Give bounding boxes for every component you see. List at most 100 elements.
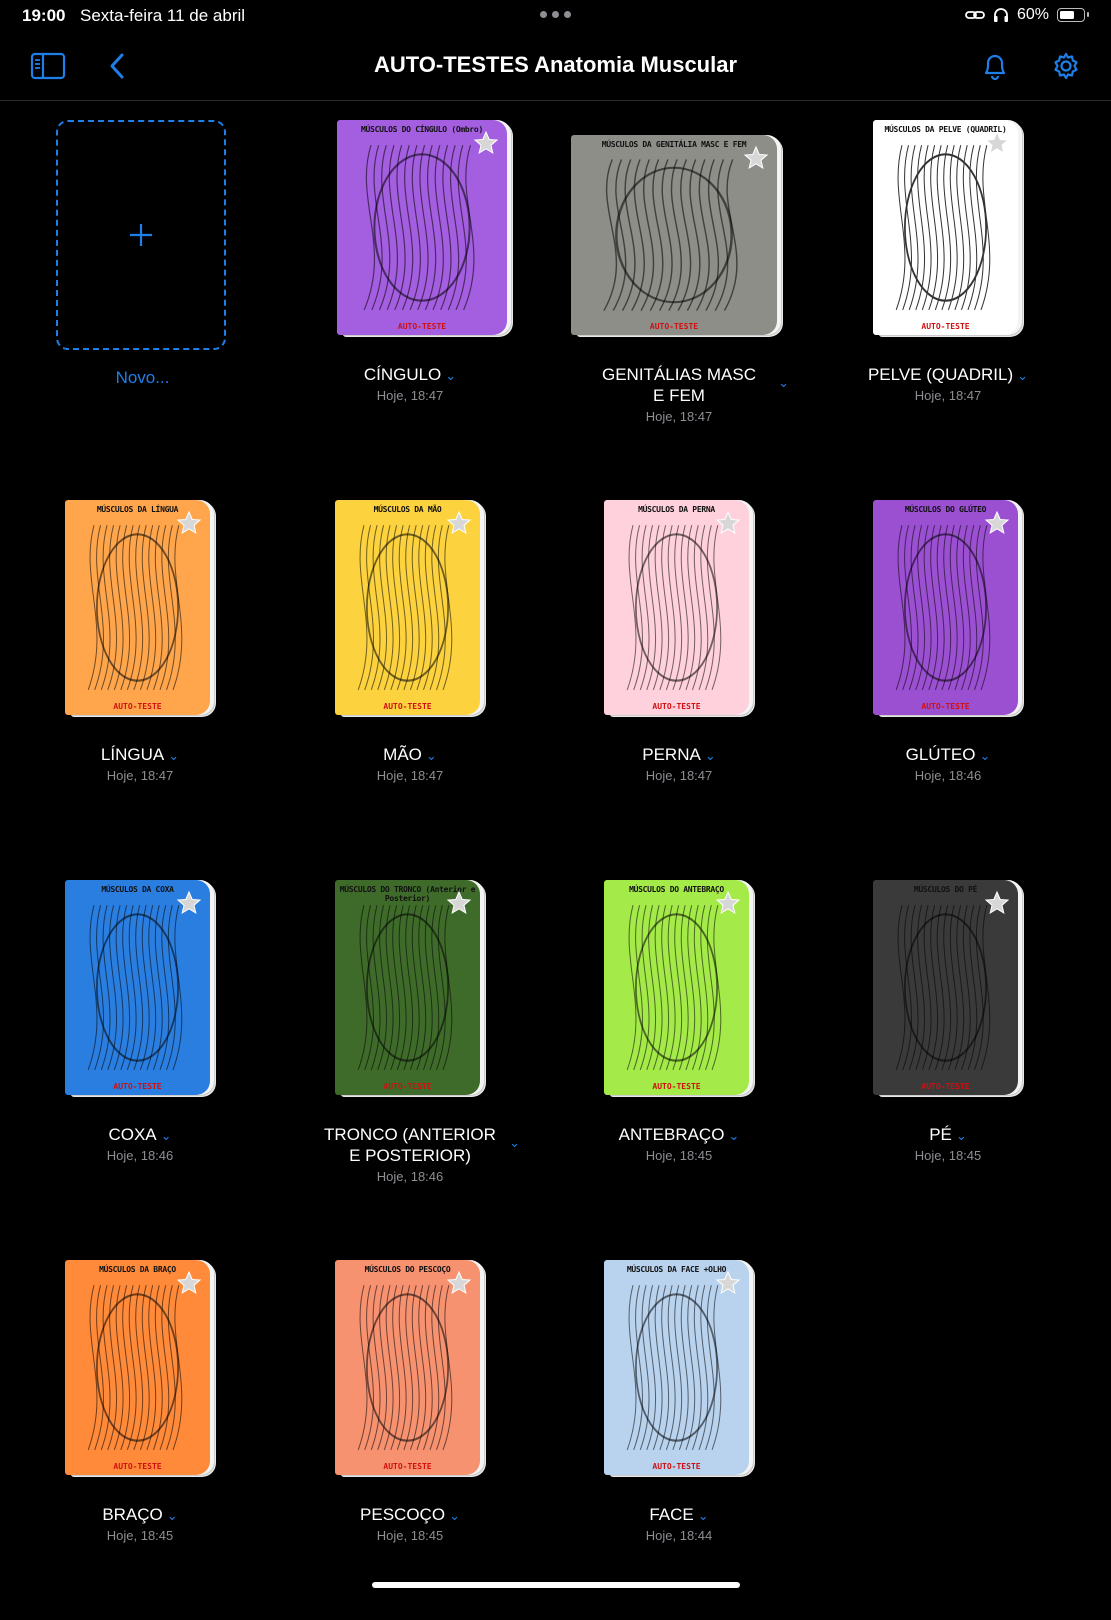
sidebar-toggle-button[interactable]	[28, 48, 68, 84]
notebook-item[interactable]: MÚSCULOS DO PESCOÇO AUTO-TESTE PESCOÇO ⌄ Hoj…	[280, 1240, 540, 1620]
notebook-title[interactable]: CÍNGULO ⌄	[280, 364, 540, 386]
notebook-cover[interactable]: MÚSCULOS DO PÉ AUTO-TESTE	[873, 880, 1018, 1095]
notebook-title[interactable]: PELVE (QUADRIL) ⌄	[818, 364, 1078, 386]
favorite-star-icon[interactable]	[715, 890, 741, 916]
notebook-cover[interactable]: MÚSCULOS DA COXA AUTO-TESTE	[65, 880, 210, 1095]
notebook-title-line: ANTEBRAÇO ⌄	[618, 1125, 740, 1144]
cover-title: MÚSCULOS DA PELVE (QUADRIL)	[884, 125, 1007, 134]
notebook-cover[interactable]: MÚSCULOS DO PESCOÇO AUTO-TESTE	[335, 1260, 480, 1475]
notebook-cover[interactable]: MÚSCULOS DO ANTEBRAÇO AUTO-TESTE	[604, 880, 749, 1095]
notebook-title-line: TRONCO (ANTERIOR	[324, 1125, 496, 1144]
notebook-cover[interactable]: MÚSCULOS DA FACE +OLHO AUTO-TESTE	[604, 1260, 749, 1475]
notebook-title[interactable]: PERNA ⌄	[549, 744, 809, 766]
cover-title: MÚSCULOS DA PERNA	[638, 505, 715, 514]
favorite-star-icon[interactable]	[715, 1270, 741, 1296]
notebook-cover[interactable]: MÚSCULOS DA MÃO AUTO-TESTE	[335, 500, 480, 715]
chevron-down-icon[interactable]: ⌄	[509, 1135, 520, 1150]
cover-title: MÚSCULOS DA COXA	[101, 885, 174, 894]
notebook-cover[interactable]: MÚSCULOS DO GLÚTEO AUTO-TESTE	[873, 500, 1018, 715]
notebook-item[interactable]: MÚSCULOS DA FACE +OLHO AUTO-TESTE FACE ⌄ Hoj…	[549, 1240, 809, 1620]
notebook-item[interactable]: MÚSCULOS DO PÉ AUTO-TESTE PÉ ⌄ Hoje, 18:45	[818, 860, 1078, 1240]
favorite-star-icon[interactable]	[176, 1270, 202, 1296]
chevron-down-icon[interactable]: ⌄	[979, 748, 991, 763]
chevron-down-icon[interactable]: ⌄	[728, 1128, 740, 1143]
notebook-cover[interactable]: MÚSCULOS DO CÍNGULO (Ombro) AUTO-TESTE	[337, 120, 507, 335]
multitasking-dots-icon[interactable]	[540, 11, 571, 18]
cover-footer: AUTO-TESTE	[652, 702, 701, 711]
notebook-item[interactable]: MÚSCULOS DO ANTEBRAÇO AUTO-TESTE ANTEBRAÇO…	[549, 860, 809, 1240]
notebook-cover[interactable]: MÚSCULOS DA BRAÇO AUTO-TESTE	[65, 1260, 210, 1475]
favorite-star-icon[interactable]	[984, 510, 1010, 536]
notebook-date: Hoje, 18:47	[645, 409, 713, 424]
new-notebook-button[interactable]	[56, 120, 226, 350]
notebook-item[interactable]: MÚSCULOS DO TRONCO (Anterior e Posterior…	[280, 860, 540, 1240]
navigation-bar: AUTO-TESTES Anatomia Muscular	[0, 34, 1111, 101]
notebook-cover[interactable]: MÚSCULOS DO TRONCO (Anterior e Posterior…	[335, 880, 480, 1095]
status-time: 19:00	[22, 6, 66, 25]
notebook-cover[interactable]: MÚSCULOS DA PELVE (QUADRIL) AUTO-TESTE	[873, 120, 1018, 335]
chevron-down-icon[interactable]: ⌄	[778, 375, 789, 390]
notebook-item[interactable]: MÚSCULOS DA PERNA AUTO-TESTE PERNA ⌄ Hoje, 1…	[549, 480, 809, 860]
home-indicator[interactable]	[372, 1582, 740, 1588]
notebook-title-line: FACE ⌄	[649, 1505, 709, 1524]
notebook-item[interactable]: MÚSCULOS DA PELVE (QUADRIL) AUTO-TESTE PEL…	[818, 100, 1078, 480]
chevron-down-icon[interactable]: ⌄	[168, 748, 180, 763]
favorite-star-icon[interactable]	[446, 510, 472, 536]
new-notebook-label[interactable]: Novo...	[115, 368, 170, 387]
notebook-item[interactable]: MÚSCULOS DA COXA AUTO-TESTE COXA ⌄ Hoje, 18:…	[10, 860, 270, 1240]
cover-illustration	[335, 896, 480, 1079]
favorite-star-icon[interactable]	[715, 510, 741, 536]
notebook-item[interactable]: MÚSCULOS DO CÍNGULO (Ombro) AUTO-TESTE CÍN…	[280, 100, 540, 480]
notebook-title[interactable]: COXA ⌄	[10, 1124, 270, 1146]
settings-button[interactable]	[1046, 48, 1086, 84]
favorite-star-icon[interactable]	[446, 1270, 472, 1296]
favorite-star-icon[interactable]	[984, 890, 1010, 916]
cover-footer: AUTO-TESTE	[383, 702, 432, 711]
cover-footer: AUTO-TESTE	[397, 322, 447, 331]
chevron-down-icon[interactable]: ⌄	[425, 748, 437, 763]
cover-illustration	[337, 136, 507, 319]
chevron-down-icon[interactable]: ⌄	[160, 1128, 172, 1143]
status-bar: 19:00 Sexta-feira 11 de abril 60%	[0, 0, 1111, 34]
notebook-title[interactable]: FACE ⌄	[549, 1504, 809, 1526]
chevron-down-icon[interactable]: ⌄	[445, 368, 457, 383]
notebook-cover[interactable]: MÚSCULOS DA GENITÁLIA MASC E FEM AUTO-TES…	[571, 135, 777, 335]
notebook-title[interactable]: ANTEBRAÇO ⌄	[549, 1124, 809, 1146]
notebook-title[interactable]: PESCOÇO ⌄	[280, 1504, 540, 1526]
cover-illustration	[65, 896, 210, 1079]
chevron-down-icon[interactable]: ⌄	[449, 1508, 460, 1523]
notebook-title[interactable]: GENITÁLIAS MASC E FEM ⌄	[549, 364, 809, 406]
notebook-title-line: PERNA ⌄	[642, 745, 716, 764]
notebook-item[interactable]: MÚSCULOS DA GENITÁLIA MASC E FEM AUTO-TES…	[549, 100, 809, 480]
notebook-cover[interactable]: MÚSCULOS DA PERNA AUTO-TESTE	[604, 500, 749, 715]
notebook-item[interactable]: MÚSCULOS DA BRAÇO AUTO-TESTE BRAÇO ⌄ Hoje, 1…	[10, 1240, 270, 1620]
cover-footer: AUTO-TESTE	[383, 1082, 432, 1091]
chevron-down-icon[interactable]: ⌄	[955, 1128, 967, 1143]
notebook-title[interactable]: LÍNGUA ⌄	[10, 744, 270, 766]
favorite-star-icon[interactable]	[473, 130, 499, 156]
back-button[interactable]	[97, 48, 137, 84]
notebook-title[interactable]: BRAÇO ⌄	[10, 1504, 270, 1526]
chevron-down-icon[interactable]: ⌄	[697, 1508, 709, 1523]
favorite-star-icon[interactable]	[446, 890, 472, 916]
notebook-item[interactable]: MÚSCULOS DA MÃO AUTO-TESTE MÃO ⌄ Hoje, 18:47	[280, 480, 540, 860]
chevron-left-icon	[110, 53, 124, 79]
favorite-star-icon[interactable]	[984, 130, 1010, 156]
cover-title: MÚSCULOS DA BRAÇO	[99, 1265, 176, 1274]
favorite-star-icon[interactable]	[743, 145, 769, 171]
chevron-down-icon[interactable]: ⌄	[166, 1508, 178, 1523]
chevron-down-icon[interactable]: ⌄	[704, 748, 716, 763]
notebook-title[interactable]: GLÚTEO ⌄	[818, 744, 1078, 766]
notebook-date: Hoje, 18:45	[376, 1528, 444, 1543]
favorite-star-icon[interactable]	[176, 890, 202, 916]
notebook-title[interactable]: TRONCO (ANTERIOR E POSTERIOR) ⌄	[280, 1124, 540, 1166]
chevron-down-icon[interactable]: ⌄	[1017, 368, 1029, 383]
notifications-button[interactable]	[975, 48, 1015, 84]
favorite-star-icon[interactable]	[176, 510, 202, 536]
notebook-cover[interactable]: MÚSCULOS DA LÍNGUA AUTO-TESTE	[65, 500, 210, 715]
cover-illustration	[335, 516, 480, 699]
notebook-title[interactable]: MÃO ⌄	[280, 744, 540, 766]
notebook-title[interactable]: PÉ ⌄	[818, 1124, 1078, 1146]
notebook-item[interactable]: MÚSCULOS DA LÍNGUA AUTO-TESTE LÍNGUA ⌄ Hoje,…	[10, 480, 270, 860]
notebook-item[interactable]: MÚSCULOS DO GLÚTEO AUTO-TESTE GLÚTEO ⌄ Hoje,…	[818, 480, 1078, 860]
